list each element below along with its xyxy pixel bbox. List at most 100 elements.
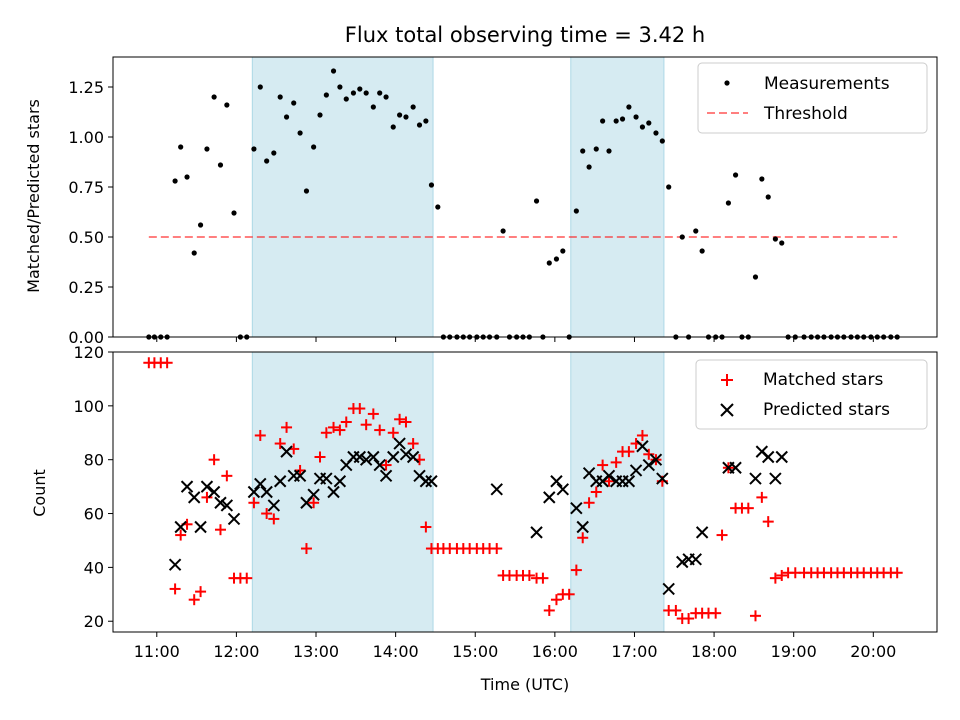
predicted-star-point-52 — [629, 464, 643, 477]
matched-star-point-64 — [563, 588, 575, 600]
matched-star-point-26 — [314, 451, 326, 463]
x-tick-label-7: 18:00 — [691, 642, 737, 661]
matched-star-point-11 — [214, 524, 226, 536]
matched-star-point-38 — [394, 413, 406, 425]
matched-star-point-30 — [340, 416, 352, 428]
measurement-point-88 — [725, 200, 732, 206]
matched-star-point-71 — [610, 456, 622, 468]
measurement-point-37 — [390, 124, 396, 130]
matched-star-point-68 — [590, 486, 602, 498]
predicted-star-point-29 — [373, 458, 386, 472]
measurement-point-13 — [231, 210, 237, 216]
predicted-star-point-9 — [227, 512, 241, 526]
predicted-star-point-51 — [622, 475, 636, 488]
measurement-point-42 — [423, 118, 429, 124]
measurement-point-16 — [251, 146, 257, 152]
predicted-star-point-64 — [749, 472, 762, 485]
measurement-point-7 — [191, 250, 197, 256]
matched-star-point-19 — [268, 513, 280, 525]
matched-star-point-42 — [420, 521, 432, 533]
measurement-point-39 — [403, 114, 409, 120]
matched-star-point-92 — [749, 610, 761, 622]
matched-star-point-24 — [300, 543, 312, 555]
matched-star-point-39 — [400, 416, 412, 428]
measurement-point-70 — [606, 148, 612, 154]
matched-star-point-91 — [742, 502, 754, 514]
matched-star-point-3 — [161, 357, 173, 369]
predicted-star-point-48 — [602, 469, 616, 483]
matched-star-point-17 — [254, 429, 266, 441]
legend-matched-label: Matched stars — [763, 370, 883, 390]
legend-predicted-marker — [720, 403, 734, 417]
measurement-point-92 — [752, 274, 759, 280]
measurement-point-28 — [330, 68, 337, 74]
matched-star-point-87 — [716, 529, 728, 541]
x-tick-label-9: 20:00 — [850, 642, 896, 661]
matched-star-point-20 — [274, 438, 286, 450]
predicted-star-point-26 — [353, 450, 367, 464]
measurement-point-26 — [317, 112, 323, 118]
measurement-point-19 — [271, 150, 277, 156]
predicted-star-point-39 — [530, 526, 543, 539]
measurement-point-74 — [633, 114, 639, 120]
bottom-legend-box — [695, 359, 928, 430]
predicted-star-point-27 — [359, 453, 373, 466]
predicted-star-point-68 — [775, 450, 788, 464]
measurement-point-94 — [765, 194, 771, 200]
measurement-point-41 — [416, 122, 423, 128]
top-y-tick-label-4: 1.00 — [68, 128, 104, 147]
chart-title: Flux total observing time = 3.42 h — [345, 23, 705, 47]
matched-star-point-69 — [597, 459, 609, 471]
matched-star-point-60 — [537, 572, 549, 584]
measurement-point-5 — [178, 144, 184, 150]
matched-star-point-53 — [491, 543, 503, 555]
predicted-star-point-53 — [636, 440, 649, 453]
predicted-star-point-55 — [649, 453, 663, 466]
matched-star-point-93 — [756, 491, 768, 503]
predicted-star-point-11 — [254, 477, 267, 491]
measurement-point-69 — [600, 118, 606, 124]
matched-star-point-25 — [308, 497, 320, 509]
x-tick-label-6: 17:00 — [611, 642, 657, 661]
predicted-star-point-54 — [642, 458, 656, 472]
predicted-star-point-37 — [425, 475, 438, 488]
matched-star-point-9 — [201, 491, 213, 503]
bottom-shaded-interval-0 — [251, 351, 434, 633]
matched-star-point-65 — [570, 564, 582, 576]
bottom-y-tick-label-1: 40 — [84, 558, 104, 577]
measurement-point-27 — [323, 92, 329, 98]
predicted-star-point-15 — [280, 445, 293, 458]
x-tick-label-4: 15:00 — [452, 642, 498, 661]
measurement-point-61 — [546, 260, 552, 266]
measurement-point-30 — [343, 96, 349, 102]
measurement-point-34 — [370, 104, 376, 110]
measurement-point-31 — [350, 90, 357, 96]
bottom-y-ticks: 20 40 60 80 100 120 — [73, 343, 113, 631]
bottom-y-tick-label-2: 60 — [84, 505, 104, 524]
x-tick-label-2: 13:00 — [293, 642, 339, 661]
measurement-point-10 — [211, 94, 217, 100]
predicted-star-point-13 — [267, 499, 281, 512]
predicted-star-point-56 — [656, 472, 669, 485]
top-y-ticks: 0.00 0.25 0.50 0.75 1.00 1.25 — [68, 78, 113, 347]
matched-star-point-32 — [354, 403, 366, 415]
legend-threshold-label: Threshold — [763, 104, 848, 124]
matched-star-point-36 — [380, 459, 392, 471]
matched-star-point-15 — [241, 572, 253, 584]
predicted-star-point-3 — [187, 491, 201, 504]
measurement-point-77 — [653, 130, 659, 136]
measurement-point-76 — [646, 120, 652, 126]
top-axes-frame — [112, 56, 938, 338]
predicted-star-point-67 — [769, 472, 782, 485]
measurement-point-72 — [619, 116, 626, 122]
matched-star-point-82 — [683, 613, 695, 625]
x-tick-label-5: 16:00 — [532, 642, 578, 661]
top-y-tick-label-3: 0.75 — [68, 178, 104, 197]
measurement-point-75 — [639, 124, 646, 130]
measurement-point-44 — [435, 204, 441, 210]
x-tick-label-1: 12:00 — [213, 642, 259, 661]
predicted-star-point-63 — [729, 461, 742, 474]
legend-measurements-marker — [724, 80, 730, 86]
predicted-star-point-43 — [570, 501, 583, 515]
matched-star-point-86 — [710, 607, 722, 619]
